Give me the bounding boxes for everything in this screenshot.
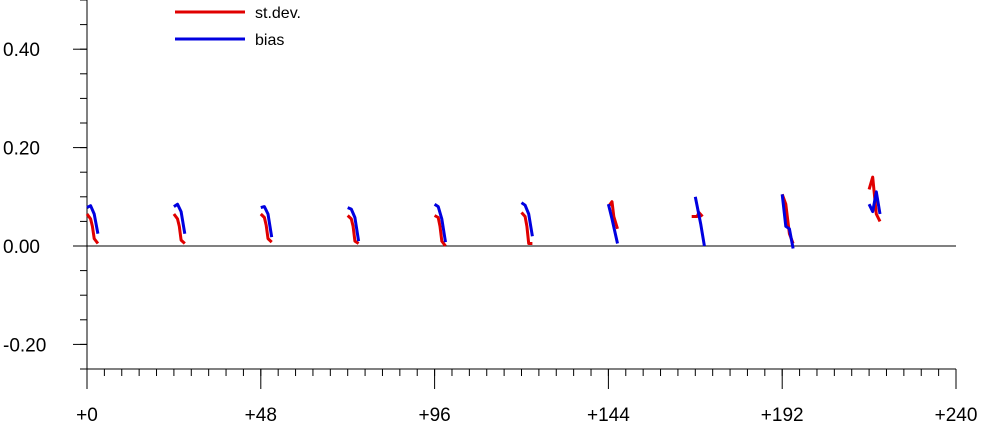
x-tick-label: +144 <box>587 405 630 423</box>
legend-label: st.dev. <box>255 5 301 22</box>
series-line-segment <box>85 213 100 245</box>
y-tick-label: 0.20 <box>3 139 40 160</box>
x-tick-label: +240 <box>935 405 978 423</box>
series-layer <box>85 175 882 249</box>
x-tick-label: +0 <box>76 405 98 423</box>
series-line-segment <box>520 201 534 237</box>
series-line-segment <box>867 190 882 215</box>
series-line-segment <box>346 214 360 245</box>
x-tick-label: +48 <box>245 405 277 423</box>
x-tick-label: +96 <box>418 405 450 423</box>
y-tick-label: 0.00 <box>3 237 40 258</box>
series-line-segment <box>780 194 795 249</box>
series-line-segment <box>693 196 706 247</box>
series-st-dev- <box>85 175 882 247</box>
series-line-segment <box>173 202 187 234</box>
series-line-segment <box>433 214 447 247</box>
x-tick-label: +192 <box>761 405 804 423</box>
series-line-segment <box>86 204 100 234</box>
y-tick-label: 0.40 <box>3 40 40 61</box>
series-line-segment <box>347 206 361 242</box>
series-line-segment <box>433 202 447 243</box>
series-line-segment <box>172 213 186 245</box>
series-line-segment <box>259 212 273 244</box>
series-line-segment <box>260 205 274 238</box>
series-line-segment <box>607 200 619 230</box>
series-bias <box>86 190 882 249</box>
legend-label: bias <box>255 32 284 49</box>
legend: st.dev. bias <box>175 5 301 49</box>
series-line-segment <box>606 203 619 244</box>
y-tick-label: -0.20 <box>3 335 46 356</box>
axes: -0.20 0.00 0.20 0.40 +0 +48 +96 +144 +192 +240 <box>3 0 977 423</box>
series-line-segment <box>520 211 533 245</box>
